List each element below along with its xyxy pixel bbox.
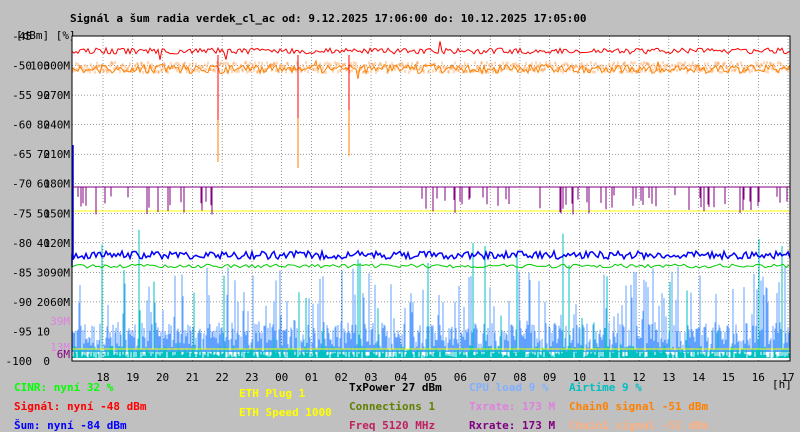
y-tick-dbm: -85 (12, 266, 32, 279)
x-tick-label: 13 (662, 371, 675, 384)
legend-item: ETH Plug 1 (239, 387, 306, 400)
y-tick-pct: 20 (37, 296, 50, 309)
x-tick-label: 17 (781, 371, 794, 384)
x-tick-label: 19 (126, 371, 139, 384)
x-tick-label: 07 (484, 371, 497, 384)
legend-item: Connections 1 (349, 400, 436, 413)
y-tick-pct: 30 (37, 266, 50, 279)
x-tick-label: 16 (752, 371, 765, 384)
x-tick-label: 22 (216, 371, 229, 384)
y-tick-rate: 120M (44, 237, 71, 250)
x-unit-label: [h] (772, 378, 792, 391)
series-drops-rxrate (77, 187, 788, 215)
legend-item: Chain1 signal -52 dBm (569, 419, 709, 432)
series-line-sum (71, 248, 791, 267)
y-tick-rate: 300M (44, 60, 71, 73)
legend-item: ETH Speed 1000 (239, 406, 332, 419)
x-tick-label: 08 (513, 371, 526, 384)
x-tick-label: 14 (692, 371, 706, 384)
y-tick-rate-small: 13M (50, 341, 70, 354)
y-tick-rate: 90M (50, 266, 70, 279)
x-tick-label: 18 (96, 371, 109, 384)
y-tick-dbm: -100 (6, 355, 33, 368)
y-tick-pct: 40 (37, 237, 50, 250)
legend-item: Chain0 signal -51 dBm (569, 400, 709, 413)
y-tick-dbm: -45 (12, 30, 32, 43)
y-tick-pct: 90 (37, 89, 50, 102)
y-tick-pct: 60 (37, 178, 50, 191)
x-tick-label: 21 (186, 371, 199, 384)
legend-item: Šum: nyní -84 dBm (14, 419, 127, 432)
legend-item: CINR: nyní 32 % (14, 381, 114, 394)
x-tick-label: 02 (335, 371, 348, 384)
y-tick-rate: 270M (44, 89, 71, 102)
legend-item: TxPower 27 dBm (349, 381, 442, 394)
y-tick-dbm: -75 (12, 207, 32, 220)
y-tick-dbm: -70 (12, 178, 32, 191)
y-tick-pct: 100 (30, 60, 50, 73)
y-tick-dbm: -50 (12, 60, 32, 73)
plot-border (71, 35, 791, 362)
legend-item: Txrate: 173 M (469, 400, 556, 413)
grid (72, 36, 790, 361)
y-tick-dbm: -60 (12, 119, 32, 132)
y-tick-pct: 0 (43, 355, 50, 368)
y-unit-label: [dBm] [%] (16, 29, 76, 42)
x-tick-label: 12 (632, 371, 645, 384)
x-tick-label: 11 (603, 371, 616, 384)
x-tick-label: 15 (722, 371, 735, 384)
y-tick-rate: 210M (44, 148, 71, 161)
y-tick-pct: 70 (37, 148, 50, 161)
y-tick-dbm: -65 (12, 148, 32, 161)
legend-item: Rxrate: 173 M (469, 419, 556, 432)
y-tick-rate: 60M (50, 296, 70, 309)
plot-area (72, 36, 790, 361)
y-tick-dbm: -55 (12, 89, 32, 102)
legend-item: Airtime 9 % (569, 381, 642, 394)
series-line-sign-l (71, 41, 791, 60)
x-tick-label: 10 (573, 371, 586, 384)
y-tick-pct: 80 (37, 119, 50, 132)
y-tick-dbm: -95 (12, 325, 32, 338)
x-tick-label: 05 (424, 371, 437, 384)
x-tick-label: 09 (543, 371, 556, 384)
y-tick-rate: 240M (44, 119, 71, 132)
x-tick-label: 01 (305, 371, 318, 384)
legend-item: Freq 5120 MHz (349, 419, 436, 432)
x-tick-labels: 18 19 20 21 22 23 00 01 02 03 04 05 06 07 08 09 10 11 12 13… (96, 371, 794, 384)
x-tick-label: 04 (394, 371, 408, 384)
legend-item: Signál: nyní -48 dBm (14, 400, 147, 413)
y-tick-pct: 10 (37, 325, 50, 338)
x-tick-label: 20 (156, 371, 169, 384)
x-tick-label: 03 (364, 371, 377, 384)
series-line-cinr (71, 263, 790, 269)
y-tick-dbm: -80 (12, 237, 32, 250)
x-tick-label: 23 (245, 371, 258, 384)
y-tick-rate-small: 39M (50, 315, 70, 328)
y-tick-rate: 180M (44, 178, 71, 191)
x-tick-label: 00 (275, 371, 288, 384)
x-tick-label: 06 (454, 371, 467, 384)
series-bars-airtime (72, 229, 791, 358)
y-tick-rate-small: 6M (57, 348, 71, 361)
legend-item: CPU load 9 % (469, 381, 549, 394)
y-tick-rate: 150M (44, 207, 71, 220)
y-tick-pct: 50 (37, 207, 50, 220)
y-tick-dbm: -90 (12, 296, 32, 309)
chart-title: Signál a šum radia verdek_cl_ac od: 9.12… (70, 12, 587, 25)
series-line-chain0-signal (71, 59, 791, 79)
